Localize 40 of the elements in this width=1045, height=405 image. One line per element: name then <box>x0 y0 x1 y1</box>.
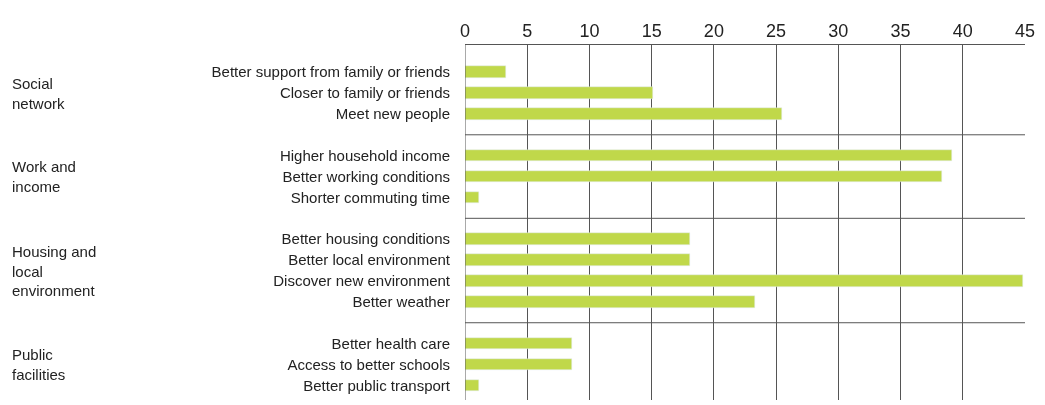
bar <box>465 274 1023 287</box>
y-tick-label: Better weather <box>352 293 450 311</box>
x-tick-label: 25 <box>766 20 787 41</box>
y-tick-label: Shorter commuting time <box>290 188 450 206</box>
y-tick-label: Better public transport <box>303 376 451 394</box>
bar <box>465 149 952 161</box>
y-tick-label: Better local environment <box>288 251 451 269</box>
y-tick-label: Higher household income <box>279 146 450 164</box>
bar <box>465 232 690 245</box>
y-tick-label: Better support from family or friends <box>211 63 450 81</box>
x-tick-label: 0 <box>459 20 471 41</box>
y-tick-label: Discover new environment <box>273 272 451 290</box>
text: Public facilities <box>12 346 66 383</box>
bar <box>465 191 479 203</box>
bar <box>465 170 942 182</box>
x-tick-label: 35 <box>890 20 911 41</box>
x-tick-label: 20 <box>703 20 724 41</box>
bar <box>465 253 690 266</box>
text: Housing and local environment <box>12 243 97 299</box>
bar <box>465 295 755 308</box>
bar <box>465 358 572 370</box>
y-tick-label: Better housing conditions <box>281 230 450 248</box>
bar <box>465 86 653 99</box>
x-tick-label: 45 <box>1014 20 1036 41</box>
text: Work and income <box>12 158 76 195</box>
x-tick-label: 10 <box>579 20 600 41</box>
bar <box>465 65 506 78</box>
x-tick-label: 5 <box>522 20 533 41</box>
x-tick-label: 30 <box>828 20 849 41</box>
y-tick-label: Closer to family or friends <box>279 84 450 102</box>
x-tick-label: 40 <box>952 20 973 41</box>
y-tick-label: Meet new people <box>335 105 450 123</box>
y-tick-label: Access to better schools <box>287 355 450 373</box>
bar <box>465 107 782 120</box>
bar <box>465 337 572 349</box>
text: Social network <box>12 75 66 112</box>
x-tick-label: 15 <box>641 20 662 41</box>
bar <box>465 379 479 391</box>
y-tick-label: Better working conditions <box>282 167 450 185</box>
y-tick-label: Better health care <box>331 334 450 352</box>
